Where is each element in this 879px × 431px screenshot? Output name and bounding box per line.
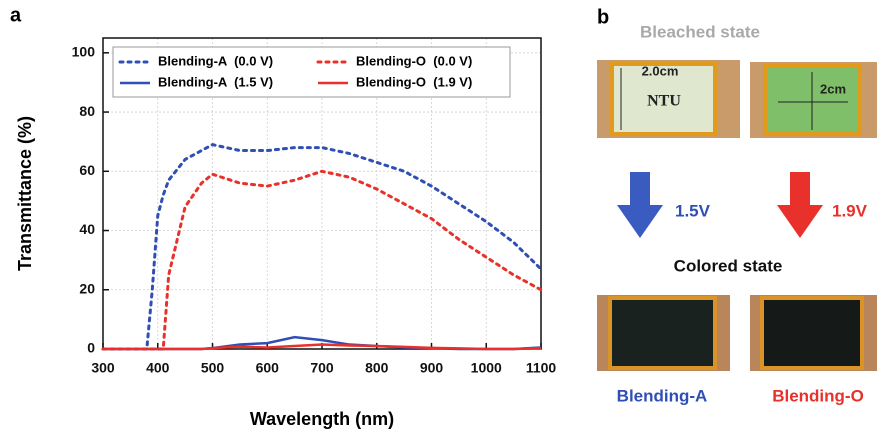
series-line xyxy=(101,143,543,351)
x-tick-label: 500 xyxy=(201,360,225,376)
y-tick-label: 100 xyxy=(72,44,96,60)
legend-label: Blending-O (1.9 V) xyxy=(356,74,472,89)
legend-label: Blending-O (0.0 V) xyxy=(356,53,472,68)
x-tick-label: 300 xyxy=(91,360,115,376)
legend-label: Blending-A (0.0 V) xyxy=(158,53,273,68)
device xyxy=(608,296,717,370)
device xyxy=(760,296,864,370)
sample-label: Blending-O xyxy=(772,386,864,405)
device xyxy=(610,62,717,136)
sample-label: Blending-A xyxy=(617,386,708,405)
y-tick-label: 0 xyxy=(87,340,95,356)
arrow xyxy=(777,172,823,238)
y-tick-label: 20 xyxy=(79,280,95,296)
y-axis-label: Transmittance (%) xyxy=(15,116,35,271)
y-tick-label: 60 xyxy=(79,162,95,178)
x-tick-label: 1100 xyxy=(526,360,557,376)
x-tick-label: 800 xyxy=(365,360,389,376)
plot: 300 400 500 600 700 800 900 1000 1100 0 20 40 60 80 10… xyxy=(15,37,557,429)
x-tick-label: 700 xyxy=(310,360,334,376)
series-line xyxy=(103,343,542,351)
panel-label: b xyxy=(597,6,609,28)
dimension-label: 2cm xyxy=(820,81,846,96)
legend-box xyxy=(112,46,511,98)
y-tick-label: 80 xyxy=(79,103,95,119)
x-axis-label: Wavelength (nm) xyxy=(250,409,394,429)
arrow xyxy=(617,172,663,238)
legend-label: Blending-A (1.5 V) xyxy=(158,74,273,89)
x-tick-label: 1000 xyxy=(471,360,502,376)
y-tick-label: 40 xyxy=(79,221,95,237)
panel-label: a xyxy=(10,4,22,26)
x-tick-label: 900 xyxy=(420,360,444,376)
colored-title: Colored state xyxy=(674,256,783,275)
x-tick-label: 600 xyxy=(256,360,280,376)
dimension-label: 2.0cm xyxy=(642,63,679,78)
x-tick-label: 400 xyxy=(146,360,170,376)
voltage-label: 1.5V xyxy=(675,201,711,220)
logo: NTU xyxy=(647,93,681,110)
bleached-title: Bleached state xyxy=(640,22,760,41)
plot-frame xyxy=(102,37,542,350)
voltage-label: 1.9V xyxy=(832,201,868,220)
